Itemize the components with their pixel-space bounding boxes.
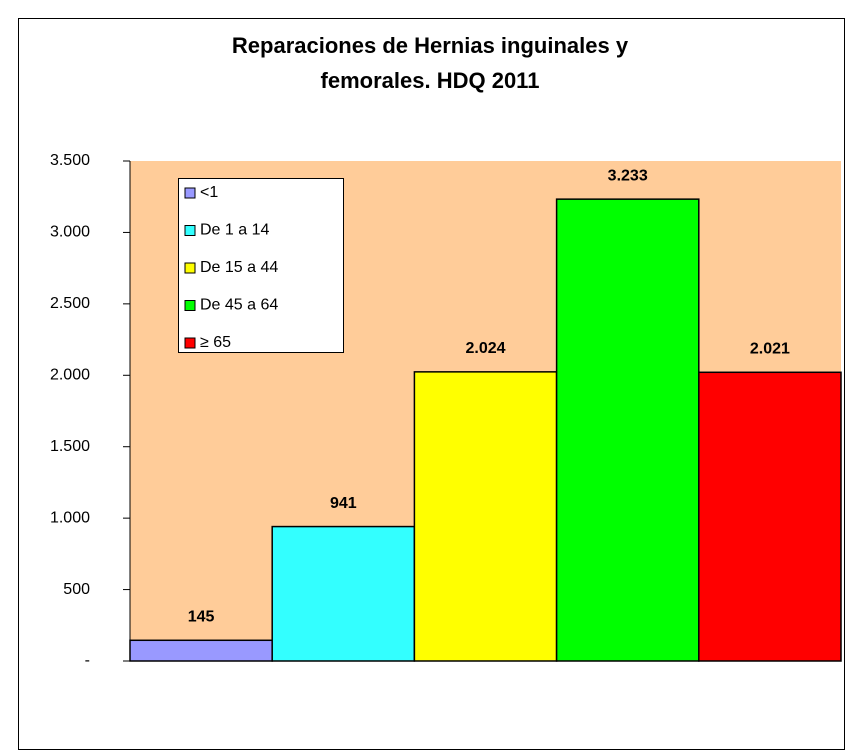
y-tick-label: - — [85, 652, 90, 669]
data-label: 2.024 — [465, 340, 505, 357]
chart-title: Reparaciones de Hernias inguinales y — [232, 33, 629, 58]
bar — [129, 639, 273, 662]
y-tick-label: 2.500 — [50, 295, 90, 312]
data-label: 2.021 — [750, 341, 790, 358]
legend-box — [178, 178, 344, 353]
legend-swatch — [184, 337, 196, 349]
y-tick-label: 1.000 — [50, 509, 90, 526]
y-tick-label: 500 — [63, 581, 90, 598]
bar — [698, 371, 842, 662]
data-label: 941 — [330, 495, 357, 512]
legend-swatch — [184, 262, 196, 274]
bar — [555, 198, 700, 662]
y-tick-label: 1.500 — [50, 438, 90, 455]
legend-swatch — [184, 225, 196, 236]
legend-label: De 15 a 44 — [200, 259, 278, 276]
y-tick-label: 3.000 — [50, 224, 90, 241]
bar — [413, 371, 558, 662]
legend-label: De 1 a 14 — [200, 222, 269, 239]
chart-title: femorales. HDQ 2011 — [321, 68, 540, 93]
legend-label: De 45 a 64 — [200, 297, 278, 314]
data-label: 145 — [188, 609, 215, 626]
legend-label: ≥ 65 — [200, 334, 231, 351]
legend-label: <1 — [200, 184, 218, 201]
bar — [271, 525, 416, 662]
y-tick-label: 2.000 — [50, 367, 90, 384]
y-tick-label: 3.500 — [50, 152, 90, 169]
data-label: 3.233 — [608, 167, 648, 184]
legend-swatch — [184, 300, 196, 311]
legend-swatch — [184, 187, 196, 199]
